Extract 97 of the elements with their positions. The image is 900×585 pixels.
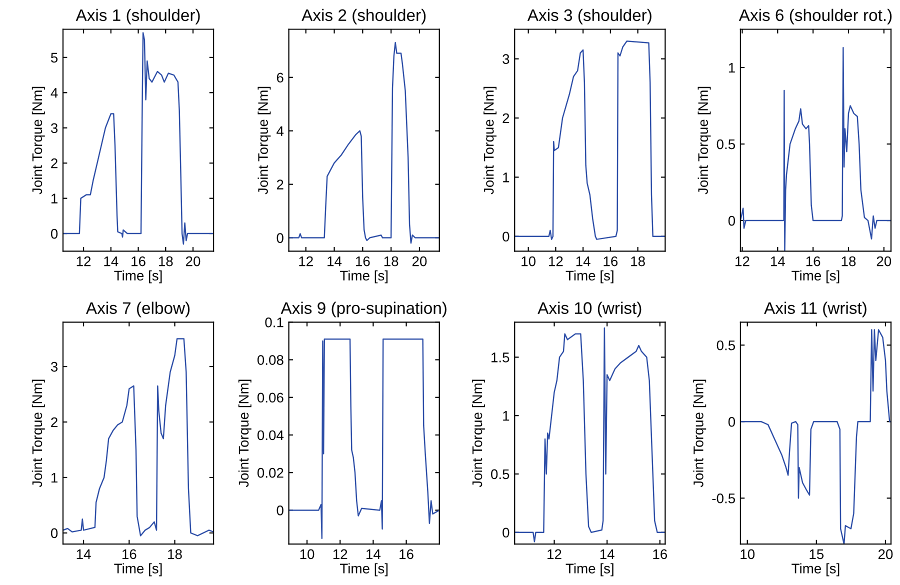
chart-title: Axis 6 (shoulder rot.): [738, 8, 892, 24]
y-tick-label: 0: [502, 232, 510, 242]
y-tick-label: 3: [50, 123, 58, 134]
x-tick-label: 20: [876, 256, 892, 266]
y-axis-title: Joint Torque [Nm]: [32, 86, 45, 194]
x-tick-label: 12: [548, 549, 562, 559]
chart-title: Axis 7 (elbow): [86, 302, 190, 318]
y-tick-label: 4: [276, 126, 284, 136]
y-axis-title: Joint Torque [Nm]: [32, 380, 45, 488]
x-tick-label: 20: [878, 549, 893, 560]
y-tick-label: 0.08: [257, 355, 284, 365]
y-tick-label: 0.5: [716, 139, 736, 150]
x-tick-label: 16: [653, 549, 668, 560]
x-tick-label: 18: [631, 256, 645, 266]
x-tick-label: 10: [300, 549, 314, 560]
x-tick-label: 14: [366, 549, 381, 559]
x-tick-label: 16: [122, 549, 136, 560]
y-tick-label: 0: [728, 416, 736, 427]
y-tick-label: 0: [276, 506, 284, 516]
y-tick-label: 1: [728, 62, 735, 73]
y-tick-label: 0.06: [257, 392, 284, 403]
y-tick-label: 0: [50, 528, 58, 538]
x-tick-label: 12: [76, 256, 91, 266]
y-tick-label: 5: [50, 52, 58, 63]
y-axis-title: Joint Torque [Nm]: [693, 380, 706, 488]
x-tick-label: 10: [740, 549, 755, 560]
y-tick-label: 0: [728, 216, 736, 226]
line-series: [288, 42, 440, 244]
y-tick-label: 0.5: [716, 340, 736, 350]
x-axis-title: Time [s]: [792, 270, 840, 284]
y-tick-label: 0: [502, 528, 510, 538]
line-series: [63, 338, 214, 536]
x-axis-title: Time [s]: [114, 563, 162, 576]
x-tick-label: 12: [549, 256, 563, 266]
y-tick-label: 0.04: [257, 430, 284, 440]
x-tick-label: 14: [104, 256, 118, 266]
line-series: [514, 327, 666, 542]
x-tick-label: 20: [186, 256, 200, 266]
line-series: [514, 40, 666, 240]
line-series: [288, 338, 440, 540]
x-tick-label: 16: [400, 549, 414, 560]
y-tick-label: 1.5: [492, 352, 510, 362]
y-tick-label: 1: [503, 172, 510, 182]
chart-title: Axis 1 (shoulder): [76, 8, 200, 24]
y-axis-title: Joint Torque [Nm]: [238, 380, 252, 488]
x-tick-label: 16: [604, 256, 618, 266]
x-tick-label: 16: [356, 256, 370, 266]
x-tick-label: 18: [168, 549, 182, 560]
y-axis-title: Joint Torque [Nm]: [698, 86, 711, 194]
line-series: [63, 32, 214, 245]
y-tick-label: 1: [503, 411, 510, 421]
x-tick-label: 18: [384, 256, 398, 266]
chart-title: Axis 2 (shoulder): [302, 8, 426, 24]
y-tick-label: 2: [51, 417, 58, 428]
y-tick-label: 2: [502, 113, 510, 124]
y-axis-title: Joint Torque [Nm]: [484, 86, 496, 194]
x-tick-label: 14: [76, 549, 91, 559]
y-tick-label: 0: [50, 228, 58, 239]
y-axis-title: Joint Torque [Nm]: [258, 86, 271, 194]
y-tick-label: 1: [51, 194, 58, 204]
y-tick-label: 1: [51, 472, 58, 483]
y-tick-label: 0.5: [491, 469, 510, 480]
x-tick-label: 10: [522, 256, 536, 266]
x-axis-title: Time [s]: [114, 270, 162, 284]
y-tick-label: 3: [502, 54, 510, 64]
y-tick-label: 6: [276, 72, 284, 83]
x-tick-label: 18: [842, 256, 856, 266]
y-tick-label: 4: [50, 88, 58, 98]
x-axis-title: Time [s]: [340, 563, 388, 576]
y-tick-label: 0: [276, 233, 284, 243]
x-tick-label: 12: [736, 256, 750, 266]
x-axis-title: Time [s]: [340, 270, 388, 284]
x-tick-label: 14: [576, 256, 590, 266]
y-tick-label: 0.02: [257, 468, 284, 478]
x-tick-label: 18: [158, 256, 173, 266]
x-tick-label: 14: [600, 549, 614, 559]
y-tick-label: 3: [50, 362, 58, 372]
x-tick-label: 12: [333, 549, 348, 559]
y-axis-title: Joint Torque [Nm]: [472, 380, 485, 488]
x-tick-label: 12: [299, 256, 313, 266]
y-tick-label: -0.5: [712, 493, 736, 504]
y-tick-label: 2: [276, 180, 284, 190]
x-tick-label: 14: [328, 256, 342, 266]
x-axis-title: Time [s]: [792, 563, 840, 576]
x-tick-label: 15: [810, 549, 824, 560]
x-axis-title: Time [s]: [566, 270, 614, 284]
x-tick-label: 16: [806, 256, 820, 266]
x-axis-title: Time [s]: [566, 563, 614, 576]
x-tick-label: 20: [412, 256, 427, 266]
x-tick-label: 14: [770, 256, 785, 266]
x-tick-label: 16: [132, 256, 146, 266]
chart-title: Axis 10 (wrist): [538, 302, 642, 318]
chart-title: Axis 11 (wrist): [764, 302, 866, 318]
y-tick-label: 2: [51, 158, 58, 168]
chart-title: Axis 3 (shoulder): [527, 8, 652, 24]
y-tick-label: 0.1: [265, 317, 284, 328]
chart-title: Axis 9 (pro-supination): [280, 302, 446, 318]
